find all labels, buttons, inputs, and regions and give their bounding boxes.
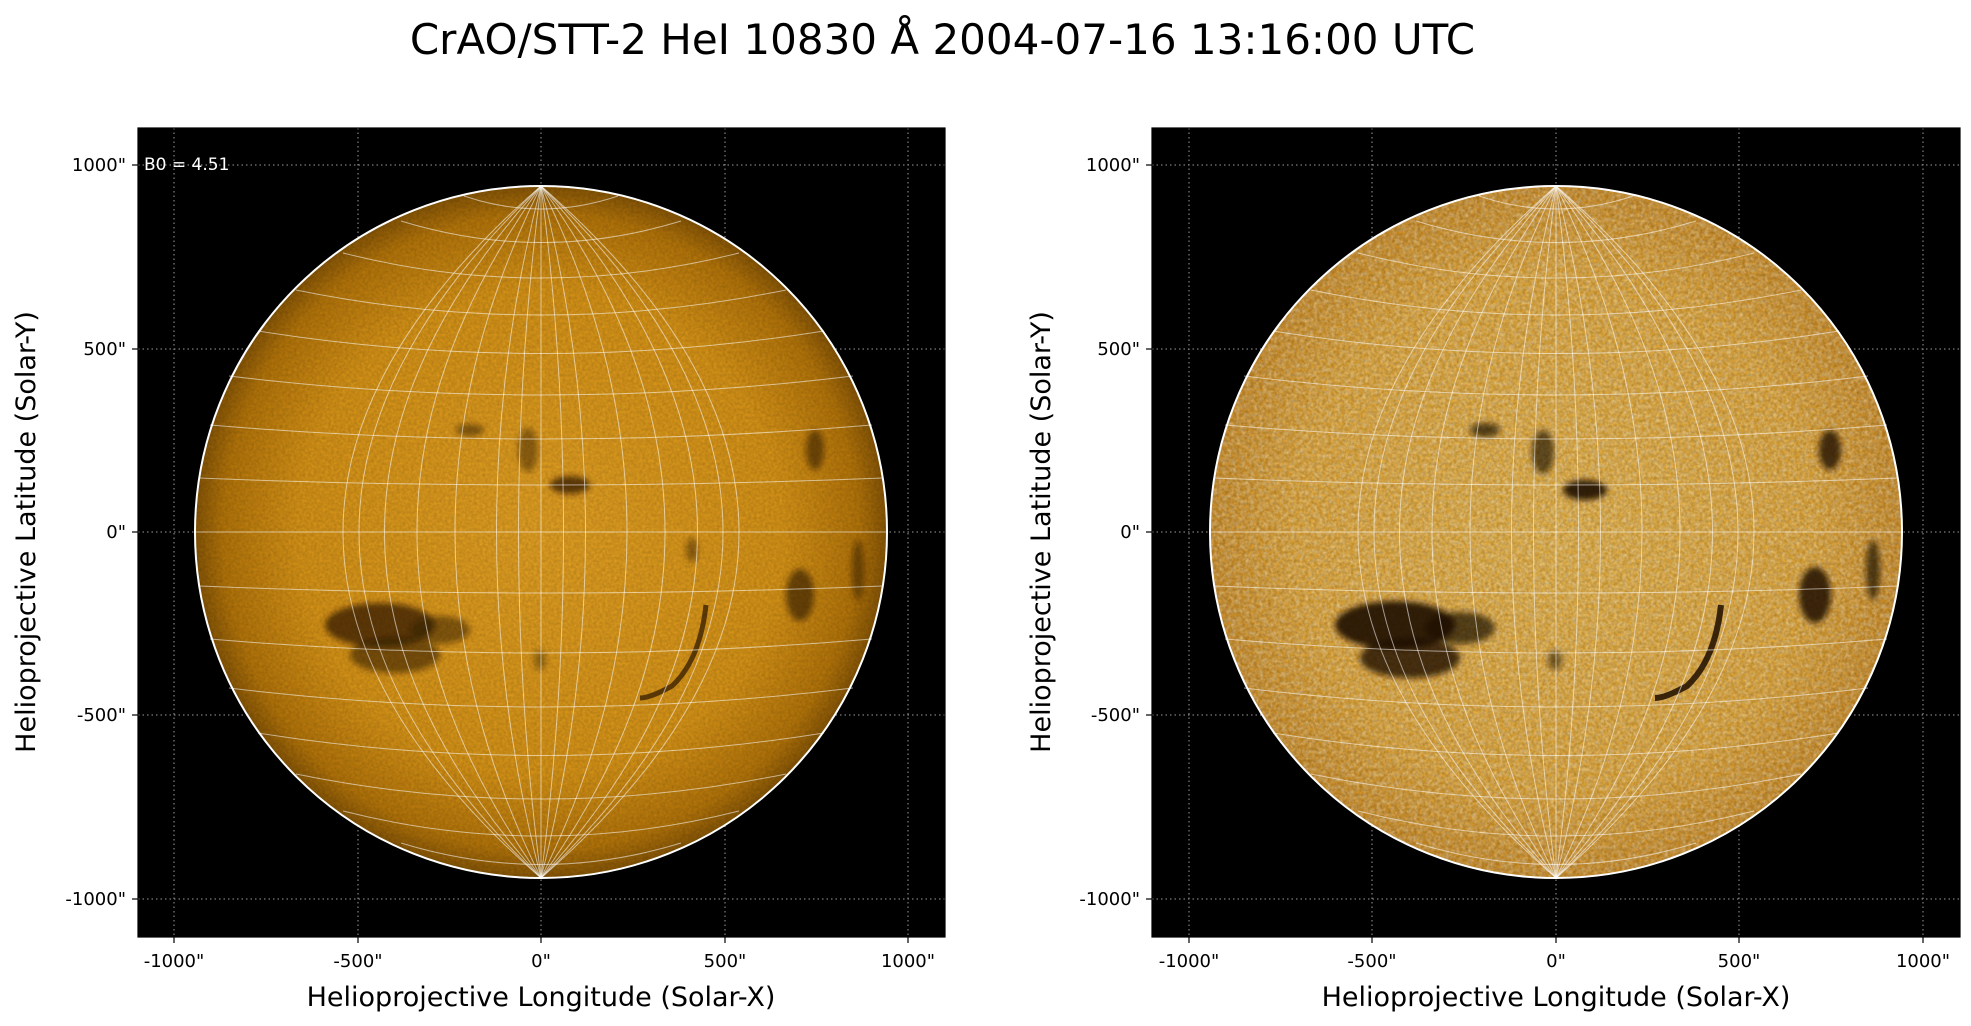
left-xtick-label: -500" — [333, 951, 382, 972]
left-ytick-label: 0" — [106, 522, 126, 543]
right-panel: -1000" -500" 0" 500" 1000" 1000" 500" 0"… — [1026, 127, 1961, 1013]
right-x-tick-labels: -1000" -500" 0" 500" 1000" — [1159, 951, 1950, 972]
right-xtick-label: 0" — [1546, 951, 1566, 972]
right-xtick-label: -500" — [1347, 951, 1396, 972]
right-xtick-label: 500" — [1718, 951, 1761, 972]
left-xtick-label: 500" — [704, 951, 747, 972]
right-ytick-label: 1000" — [1086, 155, 1140, 176]
left-heliographic-grid — [195, 185, 887, 879]
left-ytick-label: 500" — [83, 339, 126, 360]
left-y-axis-label: Helioprojective Latitude (Solar-Y) — [11, 311, 42, 753]
right-ytick-label: -1000" — [1079, 889, 1140, 910]
right-xtick-label: -1000" — [1159, 951, 1220, 972]
left-x-axis-label: Helioprojective Longitude (Solar-X) — [307, 982, 776, 1013]
left-dark-features — [325, 424, 864, 673]
right-y-axis-label: Helioprojective Latitude (Solar-Y) — [1026, 311, 1057, 753]
right-limb-circle — [1209, 185, 1903, 879]
right-dark-features — [1335, 423, 1880, 678]
right-x-axis-label: Helioprojective Longitude (Solar-X) — [1322, 982, 1791, 1013]
left-xtick-label: 0" — [531, 951, 551, 972]
left-ytick-label: -1000" — [65, 889, 126, 910]
left-y-tick-labels: 1000" 500" 0" -500" -1000" — [65, 155, 126, 910]
right-y-tick-labels: 1000" 500" 0" -500" -1000" — [1079, 155, 1140, 910]
left-filament-arc — [639, 604, 709, 701]
left-panel: B0 = 4.51 -1000" -500" 0" 500" 1000" 100… — [11, 127, 946, 1013]
right-tick-marks — [1146, 164, 1924, 943]
right-heliographic-grid — [1210, 185, 1902, 879]
left-xtick-label: 1000" — [881, 951, 935, 972]
right-filament-arc — [1654, 604, 1724, 701]
left-limb-circle — [194, 185, 888, 879]
right-ytick-label: 500" — [1097, 339, 1140, 360]
figure-title: CrAO/STT-2 HeI 10830 Å 2004-07-16 13:16:… — [409, 15, 1476, 64]
left-ytick-label: -500" — [77, 705, 126, 726]
right-xtick-label: 1000" — [1896, 951, 1950, 972]
left-x-tick-labels: -1000" -500" 0" 500" 1000" — [144, 951, 935, 972]
right-ytick-label: -500" — [1091, 705, 1140, 726]
left-b0-annotation: B0 = 4.51 — [144, 155, 229, 175]
right-ytick-label: 0" — [1120, 522, 1140, 543]
left-tick-marks — [132, 164, 909, 943]
left-xtick-label: -1000" — [144, 951, 205, 972]
left-ytick-label: 1000" — [72, 155, 126, 176]
